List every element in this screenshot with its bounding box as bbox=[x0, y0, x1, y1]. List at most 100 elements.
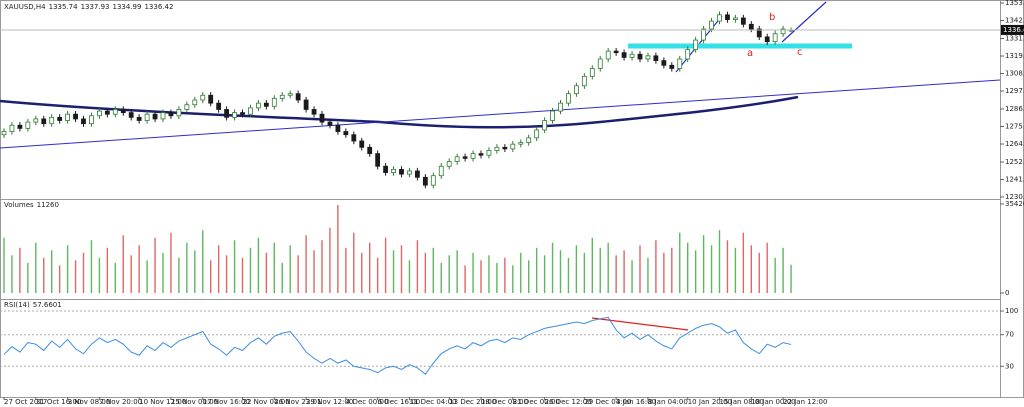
candle-body bbox=[287, 93, 293, 96]
candle-body bbox=[224, 109, 230, 118]
candle-body bbox=[677, 58, 683, 69]
candle-body bbox=[605, 50, 611, 60]
candle-body bbox=[478, 153, 484, 156]
rsi-line bbox=[3, 316, 792, 375]
candle-body bbox=[764, 36, 770, 43]
y-tick-label: 70 bbox=[1005, 331, 1014, 339]
chart-title: XAUUSD,H4 1335.74 1337.93 1334.99 1336.42 bbox=[4, 3, 173, 11]
candle-body bbox=[160, 112, 166, 120]
title-part: XAUUSD,H4 bbox=[4, 3, 46, 11]
y-tick-label: 100 bbox=[1005, 307, 1018, 315]
candle-body bbox=[597, 58, 603, 69]
title-part: RSI(14) bbox=[4, 301, 30, 309]
y-tick-label: 1308.80 bbox=[1005, 70, 1024, 78]
candle-body bbox=[17, 124, 23, 129]
candle-body bbox=[152, 113, 158, 120]
candle-body bbox=[566, 93, 571, 104]
y-tick-label: 1331.00 bbox=[1005, 34, 1024, 42]
y-tick-label: 1241.60 bbox=[1005, 175, 1024, 183]
candle-body bbox=[271, 98, 277, 107]
x-tick-label: 15 Nov 00:00 bbox=[171, 398, 218, 406]
candle-body bbox=[33, 118, 39, 123]
candle-body bbox=[232, 112, 237, 118]
candle-body bbox=[25, 121, 31, 129]
candle-body bbox=[216, 102, 222, 110]
panel-title: Volumes 11260 bbox=[4, 201, 59, 209]
candle-body bbox=[709, 20, 714, 30]
candle-body bbox=[73, 113, 78, 120]
y-tick-label: 1319.90 bbox=[1005, 52, 1024, 60]
candle-body bbox=[526, 137, 532, 143]
candle-body bbox=[414, 170, 420, 178]
wave-label: c bbox=[797, 47, 803, 58]
candle-body bbox=[653, 55, 659, 61]
candle-body bbox=[128, 112, 134, 118]
y-tick-label: 1275.20 bbox=[1005, 122, 1024, 130]
x-tick-label: 18 Dec 08:00 bbox=[481, 398, 528, 406]
divergence-line bbox=[591, 317, 689, 331]
channel-line bbox=[781, 1, 827, 43]
candle-body bbox=[621, 52, 627, 58]
y-tick-label: 1230.50 bbox=[1005, 193, 1024, 201]
candle-body bbox=[669, 64, 675, 69]
candle-body bbox=[581, 75, 587, 87]
candle-body bbox=[383, 165, 389, 173]
x-tick-label: 7 Nov 20:00 bbox=[99, 398, 142, 406]
candle-body bbox=[550, 110, 555, 121]
candle-body bbox=[438, 165, 444, 177]
candle-body bbox=[637, 53, 643, 60]
title-part: 1334.99 bbox=[113, 3, 142, 11]
candle-body bbox=[144, 113, 150, 121]
candle-body bbox=[89, 115, 94, 125]
candle-body bbox=[351, 134, 357, 142]
x-tick-label: 22 Nov 04:00 bbox=[243, 398, 290, 406]
candle-body bbox=[629, 53, 635, 58]
candle-body bbox=[49, 116, 55, 125]
candle-body bbox=[375, 153, 381, 167]
candle-body bbox=[733, 17, 738, 20]
y-tick-label: 1286.30 bbox=[1005, 105, 1024, 113]
x-tick-label: 4 Dec 00:00 bbox=[346, 398, 389, 406]
candle-body bbox=[422, 176, 428, 186]
x-tick-label: 11 Dec 04:00 bbox=[409, 398, 456, 406]
candle-body bbox=[240, 112, 245, 115]
title-part: 1337.93 bbox=[81, 3, 110, 11]
candle-body bbox=[104, 110, 110, 115]
candle-body bbox=[574, 85, 579, 95]
candle-body bbox=[470, 153, 476, 159]
y-tick-label: 1297.70 bbox=[1005, 87, 1024, 95]
title-part: 1336.42 bbox=[144, 3, 173, 11]
candle-body bbox=[176, 109, 182, 117]
candle-body bbox=[518, 142, 524, 145]
x-tick-label: 31 Oct 16:00 bbox=[36, 398, 82, 406]
candle-body bbox=[57, 116, 63, 121]
x-tick-label: 10 Nov 12:00 bbox=[139, 398, 186, 406]
candle-body bbox=[359, 140, 365, 148]
candle-body bbox=[454, 156, 460, 162]
candle-body bbox=[542, 120, 547, 131]
x-tick-label: 6 Dec 16:00 bbox=[378, 398, 421, 406]
candle-body bbox=[335, 124, 341, 132]
candle-body bbox=[446, 161, 452, 167]
candle-body bbox=[740, 17, 746, 25]
candle-body bbox=[367, 146, 373, 155]
x-tick-label: 29 Dec 04:00 bbox=[584, 398, 631, 406]
title-part: 57.6601 bbox=[33, 301, 62, 309]
wave-label: a bbox=[747, 48, 753, 59]
x-tick-label: 15 Jan 08:00 bbox=[720, 398, 764, 406]
x-tick-label: 26 Nov 23:01 bbox=[274, 398, 321, 406]
trendline bbox=[0, 79, 1001, 149]
x-tick-label: 3 Nov 08:00 bbox=[68, 398, 111, 406]
panel-title: RSI(14) 57.6601 bbox=[4, 301, 62, 309]
candle-body bbox=[184, 104, 190, 110]
candle-body bbox=[263, 102, 269, 107]
candle-body bbox=[502, 146, 508, 150]
candle-body bbox=[1, 131, 7, 136]
candle-body bbox=[685, 49, 691, 60]
candle-body bbox=[780, 28, 786, 35]
candle-body bbox=[613, 50, 619, 54]
x-tick-label: 29 Nov 12:00 bbox=[306, 398, 353, 406]
wave-label: b bbox=[769, 12, 775, 23]
candle-body bbox=[81, 118, 86, 125]
